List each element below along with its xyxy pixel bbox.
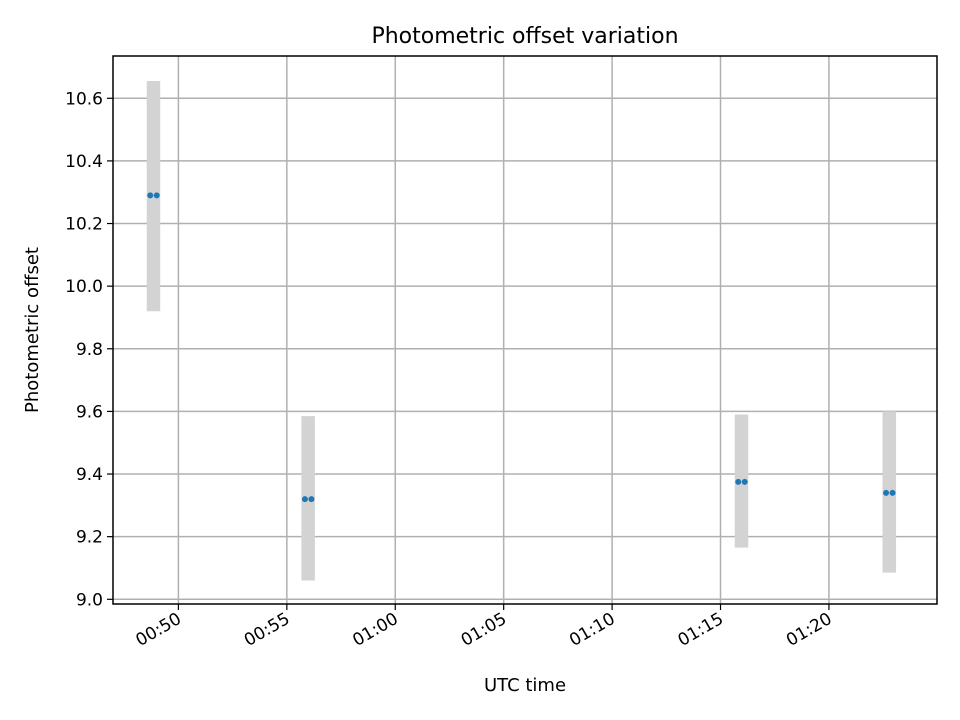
x-tick-label: 01:15 <box>675 609 727 651</box>
y-tick-label: 9.8 <box>76 340 103 360</box>
plot-frame <box>112 55 938 605</box>
y-tick-label: 9.6 <box>76 402 103 422</box>
x-tick-label: 00:50 <box>132 609 184 651</box>
y-tick-label: 9.2 <box>76 528 103 548</box>
data-point <box>883 489 890 496</box>
y-tick-label: 10.4 <box>65 152 103 172</box>
data-point <box>889 489 896 496</box>
data-point <box>741 478 748 485</box>
grid <box>113 56 937 604</box>
x-tick-label: 01:10 <box>566 609 618 651</box>
chart-title: Photometric offset variation <box>371 24 678 49</box>
y-tick-label: 10.2 <box>65 215 103 235</box>
x-tick-label: 01:00 <box>349 609 401 651</box>
y-tick-label: 9.0 <box>76 590 103 610</box>
y-tick-label: 9.4 <box>76 465 103 485</box>
y-axis-label: Photometric offset <box>22 247 43 413</box>
data-points <box>147 192 896 503</box>
data-point <box>308 496 315 503</box>
x-tick-label: 01:20 <box>783 609 835 651</box>
data-point <box>153 192 160 199</box>
plot-background <box>113 56 937 604</box>
x-tick-label: 01:05 <box>458 609 510 651</box>
data-point <box>735 478 742 485</box>
data-point <box>147 192 154 199</box>
y-tick-label: 10.0 <box>65 277 103 297</box>
x-axis-label: UTC time <box>484 675 566 696</box>
x-tick-label: 00:55 <box>241 609 293 651</box>
data-point <box>301 496 308 503</box>
y-tick-label: 10.6 <box>65 89 103 109</box>
